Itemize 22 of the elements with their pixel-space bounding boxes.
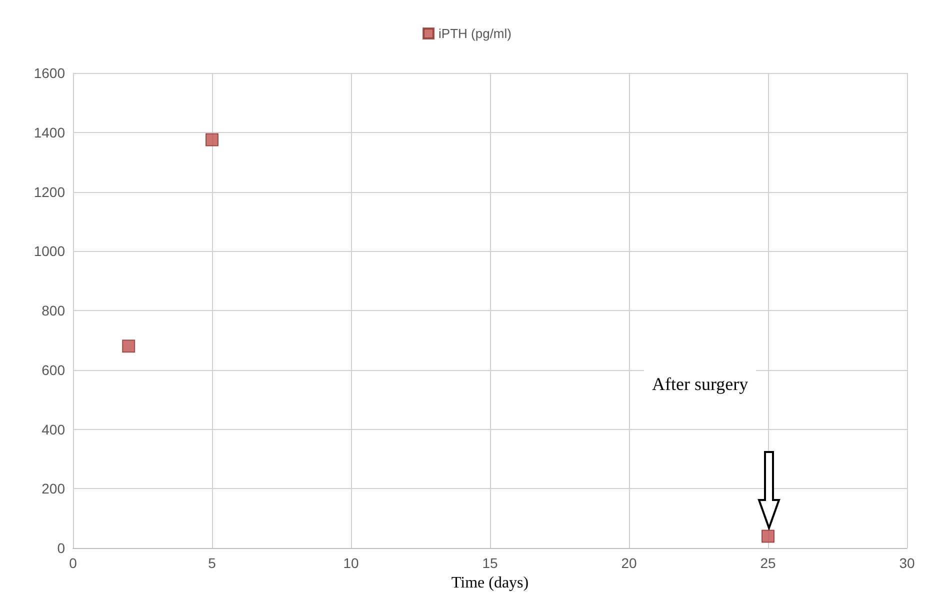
x-tick-label: 5	[208, 555, 216, 572]
y-tick-label: 200	[42, 480, 66, 497]
point	[762, 530, 774, 543]
x-tick-label: 25	[760, 555, 776, 572]
y-tick-label: 1400	[34, 124, 66, 140]
y-tick-label: 600	[42, 362, 66, 378]
x-tick-label: 10	[343, 555, 359, 572]
point	[206, 133, 218, 146]
legend-label: iPTH (pg/ml)	[438, 26, 512, 41]
annotation: After surgery	[644, 370, 756, 399]
x-tick-label: 20	[621, 555, 637, 572]
point	[122, 340, 136, 353]
y-tick-label: 0	[57, 540, 66, 556]
x-tick-label: 15	[482, 555, 498, 572]
x-tick-label: 0	[69, 555, 78, 572]
y-tick-label: 800	[42, 302, 66, 319]
y-tick-label: 1200	[34, 184, 66, 200]
x-tick-label: 30	[899, 555, 915, 572]
y-tick-label: 1000	[34, 243, 66, 260]
x-axis-title: Time (days)	[451, 574, 529, 592]
y-tick-label: 1600	[34, 65, 66, 81]
y-tick-label: 400	[42, 421, 66, 438]
